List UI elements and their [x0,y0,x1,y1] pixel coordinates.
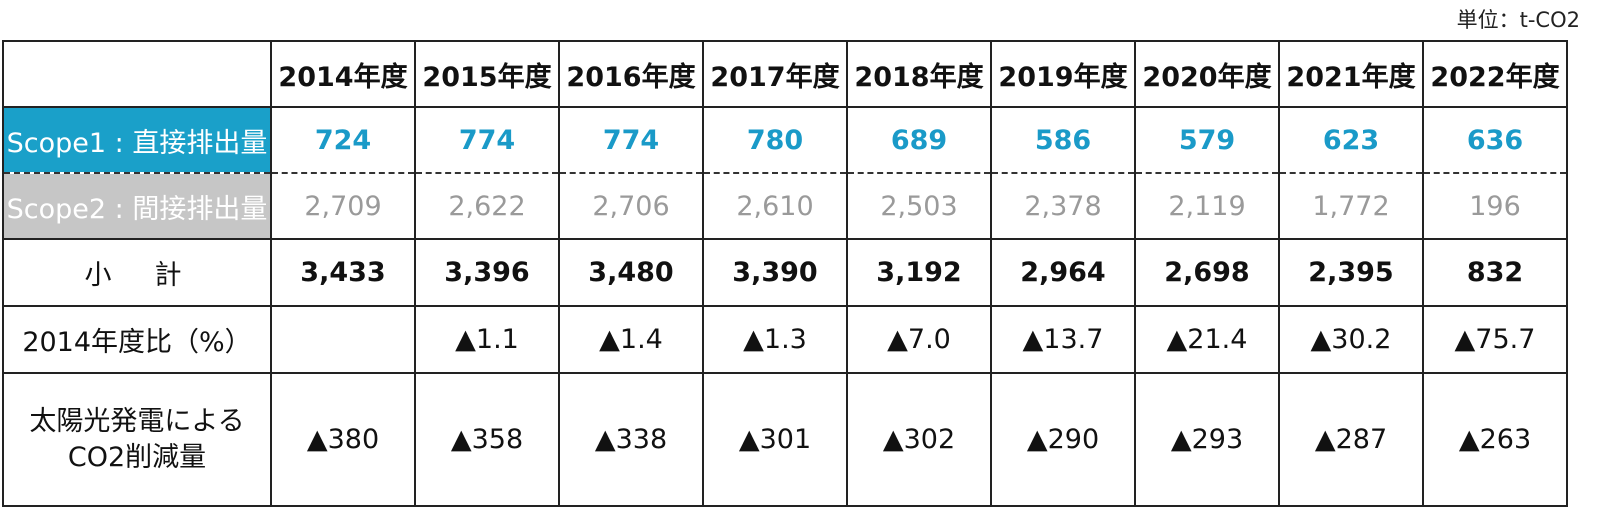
scope2-value: 2,378 [990,172,1136,240]
subtotal-value: 3,192 [846,238,992,307]
solar-label: 太陽光発電による CO2削減量 [2,372,272,507]
scope1-value: 623 [1278,106,1424,174]
scope1-value: 586 [990,106,1136,174]
ratio-label: 2014年度比（%） [2,305,272,374]
solar-value: ▲358 [414,372,560,507]
ratio-value: ▲1.1 [414,305,560,374]
scope1-label: Scope1 : 直接排出量 [2,106,272,174]
scope1-value: 724 [270,106,416,174]
scope2-value: 2,119 [1134,172,1280,240]
year-header: 2017年度 [702,40,848,108]
ratio-value: ▲7.0 [846,305,992,374]
subtotal-value: 3,390 [702,238,848,307]
subtotal-row: 小 計 3,433 3,396 3,480 3,390 3,192 2,964 … [2,238,1568,307]
solar-value: ▲380 [270,372,416,507]
solar-value: ▲302 [846,372,992,507]
year-header: 2019年度 [990,40,1136,108]
scope2-value: 2,709 [270,172,416,240]
scope2-label: Scope2 : 間接排出量 [2,172,272,240]
ratio-value: ▲13.7 [990,305,1136,374]
solar-value: ▲263 [1422,372,1568,507]
ratio-row: 2014年度比（%） ▲1.1 ▲1.4 ▲1.3 ▲7.0 ▲13.7 ▲21… [2,305,1568,374]
solar-row: 太陽光発電による CO2削減量 ▲380 ▲358 ▲338 ▲301 ▲302… [2,372,1568,507]
ratio-value: ▲30.2 [1278,305,1424,374]
subtotal-value: 3,480 [558,238,704,307]
year-header: 2014年度 [270,40,416,108]
subtotal-value: 2,395 [1278,238,1424,307]
scope2-value: 2,610 [702,172,848,240]
header-row: 2014年度 2015年度 2016年度 2017年度 2018年度 2019年… [2,40,1568,108]
subtotal-value: 2,698 [1134,238,1280,307]
solar-label-line2: CO2削減量 [67,441,207,473]
solar-value: ▲338 [558,372,704,507]
subtotal-value: 832 [1422,238,1568,307]
solar-value: ▲293 [1134,372,1280,507]
ratio-value: ▲1.3 [702,305,848,374]
year-header: 2021年度 [1278,40,1424,108]
subtotal-value: 3,433 [270,238,416,307]
subtotal-value: 3,396 [414,238,560,307]
ratio-value [270,305,416,374]
scope1-value: 774 [414,106,560,174]
ratio-value: ▲1.4 [558,305,704,374]
scope2-row: Scope2 : 間接排出量 2,709 2,622 2,706 2,610 2… [2,172,1568,240]
emissions-table: 2014年度 2015年度 2016年度 2017年度 2018年度 2019年… [2,40,1568,507]
year-header: 2016年度 [558,40,704,108]
subtotal-value: 2,964 [990,238,1136,307]
header-corner-cell [2,40,272,108]
solar-value: ▲287 [1278,372,1424,507]
scope2-value: 196 [1422,172,1568,240]
solar-value: ▲290 [990,372,1136,507]
subtotal-label: 小 計 [2,238,272,307]
scope2-value: 2,503 [846,172,992,240]
scope1-row: Scope1 : 直接排出量 724 774 774 780 689 586 5… [2,106,1568,174]
scope1-value: 774 [558,106,704,174]
scope2-value: 2,622 [414,172,560,240]
year-header: 2022年度 [1422,40,1568,108]
solar-label-line1: 太陽光発電による [29,405,245,437]
solar-value: ▲301 [702,372,848,507]
year-header: 2015年度 [414,40,560,108]
scope1-value: 636 [1422,106,1568,174]
scope2-value: 1,772 [1278,172,1424,240]
unit-label: 単位：t-CO2 [1456,8,1580,32]
scope1-value: 689 [846,106,992,174]
year-header: 2018年度 [846,40,992,108]
scope2-value: 2,706 [558,172,704,240]
scope1-value: 780 [702,106,848,174]
scope1-value: 579 [1134,106,1280,174]
ratio-value: ▲21.4 [1134,305,1280,374]
year-header: 2020年度 [1134,40,1280,108]
ratio-value: ▲75.7 [1422,305,1568,374]
